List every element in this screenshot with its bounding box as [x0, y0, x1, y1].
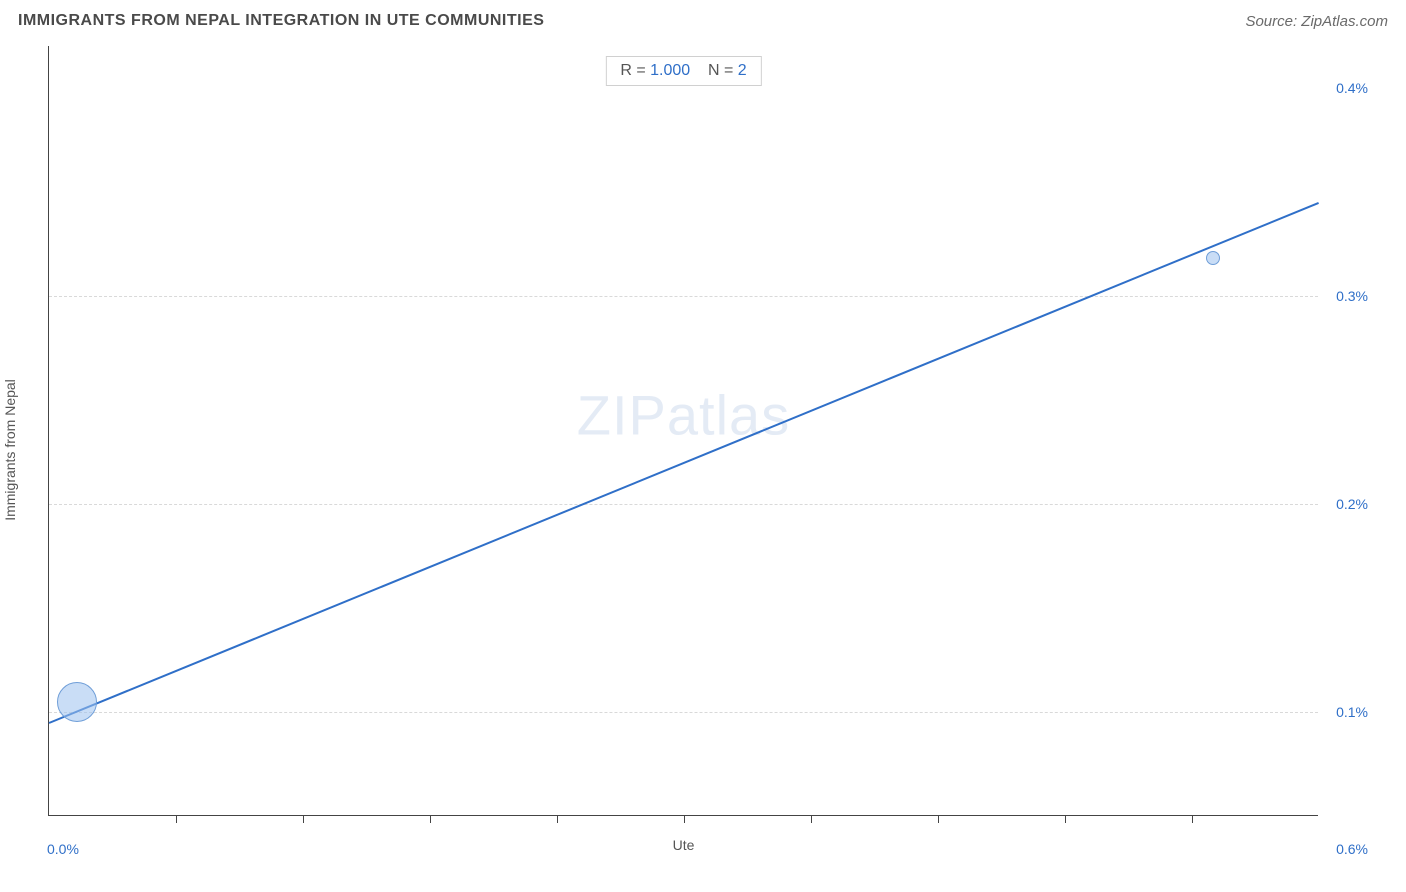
data-point — [1206, 251, 1220, 265]
x-tick — [684, 815, 685, 823]
grid-line — [49, 296, 1318, 297]
stat-r-label: R = — [620, 62, 650, 79]
stats-box: R = 1.000 N = 2 — [605, 56, 761, 86]
y-axis-label: Immigrants from Nepal — [2, 379, 18, 521]
y-tick-label: 0.3% — [1336, 288, 1368, 304]
chart-container: Immigrants from Nepal R = 1.000 N = 2 ZI… — [20, 46, 1388, 854]
watermark-atlas: atlas — [667, 384, 790, 447]
x-tick — [938, 815, 939, 823]
stat-r-value: 1.000 — [650, 62, 690, 79]
x-tick-label-hi: 0.6% — [1336, 841, 1368, 857]
x-axis-label: Ute — [673, 837, 695, 853]
header: IMMIGRANTS FROM NEPAL INTEGRATION IN UTE… — [0, 0, 1406, 38]
data-point — [57, 682, 97, 722]
x-tick — [430, 815, 431, 823]
grid-line — [49, 504, 1318, 505]
stat-n-label: N = — [708, 62, 738, 79]
x-tick — [303, 815, 304, 823]
grid-line — [49, 712, 1318, 713]
trend-line — [49, 202, 1320, 724]
y-tick-label: 0.2% — [1336, 496, 1368, 512]
x-tick — [1192, 815, 1193, 823]
stat-n-value: 2 — [738, 62, 747, 79]
y-tick-label: 0.4% — [1336, 80, 1368, 96]
watermark-zip: ZIP — [577, 384, 667, 447]
plot-area: R = 1.000 N = 2 ZIPatlas Ute 0.1%0.2%0.3… — [48, 46, 1318, 816]
x-tick — [1065, 815, 1066, 823]
x-tick-label-lo: 0.0% — [47, 841, 79, 857]
page-title: IMMIGRANTS FROM NEPAL INTEGRATION IN UTE… — [18, 12, 544, 30]
y-tick-label: 0.1% — [1336, 704, 1368, 720]
x-tick — [176, 815, 177, 823]
source-attribution: Source: ZipAtlas.com — [1245, 13, 1388, 30]
x-tick — [811, 815, 812, 823]
watermark: ZIPatlas — [577, 383, 790, 448]
x-tick — [557, 815, 558, 823]
